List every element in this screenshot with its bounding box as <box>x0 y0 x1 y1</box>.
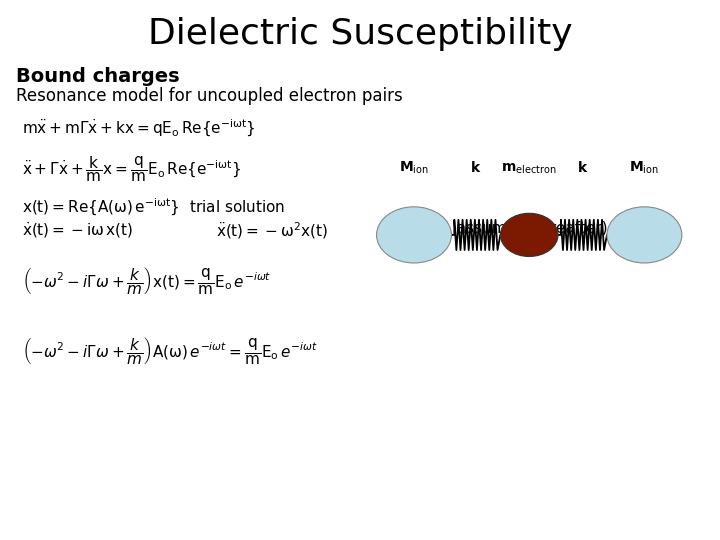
Text: $\mathbf{k}$: $\mathbf{k}$ <box>577 160 588 176</box>
Text: $\left(-\omega^2-i\Gamma\omega+\dfrac{k}{m}\right)\mathrm{A(\omega)}\,e^{-i\omeg: $\left(-\omega^2-i\Gamma\omega+\dfrac{k}… <box>22 335 318 366</box>
Text: $\mathrm{\dot{x}(t)=-i\omega\,x(t)}$: $\mathrm{\dot{x}(t)=-i\omega\,x(t)}$ <box>22 220 133 240</box>
Text: $\mathbf{m}_{\mathrm{electron}}$: $\mathbf{m}_{\mathrm{electron}}$ <box>501 161 557 176</box>
Text: Bound charges: Bound charges <box>16 68 179 86</box>
Text: $\mathbf{M}_{\mathrm{ion}}$: $\mathbf{M}_{\mathrm{ion}}$ <box>629 159 660 176</box>
Text: $\mathrm{\ddot{x}+\Gamma\dot{x}+\dfrac{k}{m}x=\dfrac{q}{m}E_o\,Re\{e^{-i\omega t: $\mathrm{\ddot{x}+\Gamma\dot{x}+\dfrac{k… <box>22 154 240 184</box>
Text: $\mathrm{m\ddot{x}+m\Gamma\dot{x}+kx=qE_o\,Re\{e^{-i\omega t}\}}$: $\mathrm{m\ddot{x}+m\Gamma\dot{x}+kx=qE_… <box>22 118 256 139</box>
Text: $\left(-\omega^2-i\Gamma\omega+\dfrac{k}{m}\right)\mathrm{x(t)}=\dfrac{\mathrm{q: $\left(-\omega^2-i\Gamma\omega+\dfrac{k}… <box>22 265 271 295</box>
Text: (Re{} assumed hereafter): (Re{} assumed hereafter) <box>407 220 608 235</box>
Text: $\mathbf{M}_{\mathrm{ion}}$: $\mathbf{M}_{\mathrm{ion}}$ <box>399 159 429 176</box>
Text: $\mathbf{k}$: $\mathbf{k}$ <box>470 160 482 176</box>
Text: $\mathrm{x(t)=Re\{A(\omega)\,e^{-i\omega t}\}}$  trial solution: $\mathrm{x(t)=Re\{A(\omega)\,e^{-i\omega… <box>22 197 285 218</box>
Text: $\mathrm{\ddot{x}(t)=-\omega^2 x(t)}$: $\mathrm{\ddot{x}(t)=-\omega^2 x(t)}$ <box>216 220 328 241</box>
Circle shape <box>607 207 682 263</box>
Circle shape <box>377 207 451 263</box>
Circle shape <box>500 213 558 256</box>
Text: Dielectric Susceptibility: Dielectric Susceptibility <box>148 17 572 51</box>
Text: Resonance model for uncoupled electron pairs: Resonance model for uncoupled electron p… <box>16 87 402 105</box>
